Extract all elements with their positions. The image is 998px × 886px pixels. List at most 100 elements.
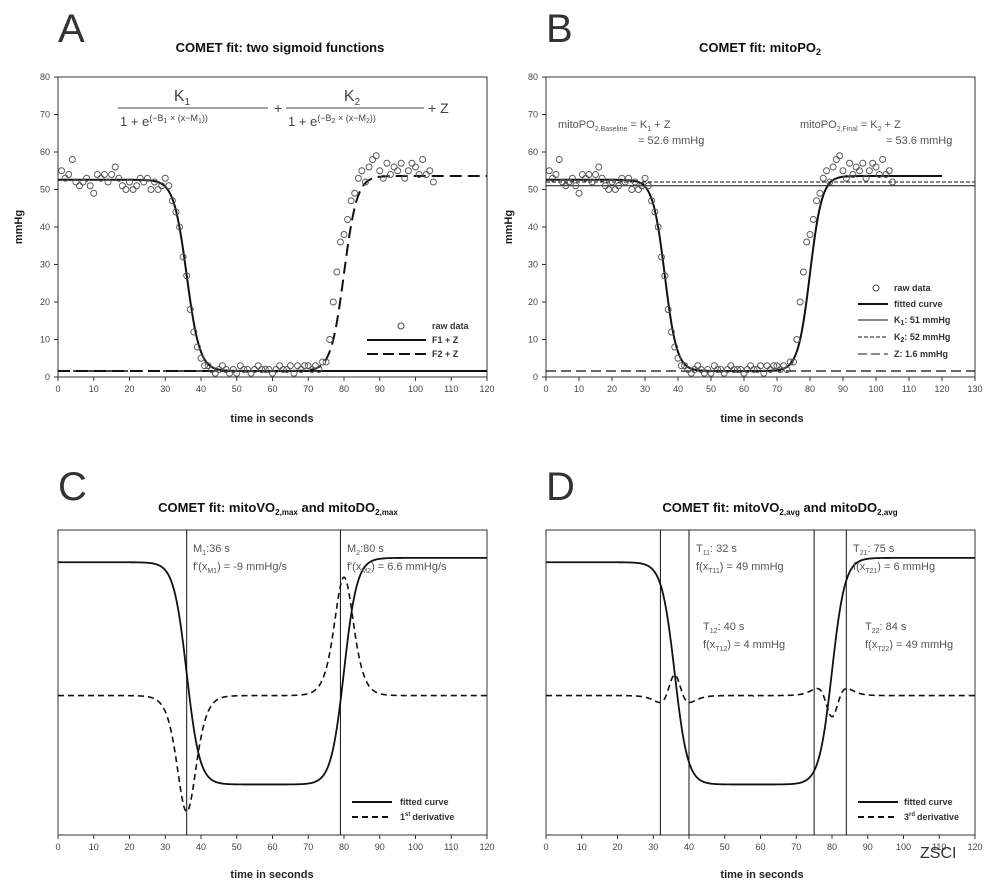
raw-data-point	[83, 174, 91, 182]
raw-data-point	[344, 216, 352, 223]
raw-data-point	[218, 362, 226, 370]
f1-curve	[58, 178, 487, 372]
raw-data-point	[390, 163, 398, 171]
raw-data-point	[839, 167, 847, 175]
annot-m1-slope: f'(xM1) = -9 mmHg/s	[193, 561, 288, 575]
panel-c-title: COMET fit: mitoVO2,max and mitoDO2,max	[158, 500, 398, 517]
y-tick-label: 60	[528, 147, 538, 157]
raw-data-point	[829, 163, 837, 171]
raw-data-point	[836, 152, 844, 160]
legend-derivative: 3rd derivative	[904, 812, 959, 822]
panel-d-frame	[545, 529, 976, 836]
raw-data-point	[265, 366, 273, 373]
legend-raw-data: raw data	[432, 321, 470, 331]
raw-data-point	[90, 189, 98, 197]
y-tick-label: 0	[533, 372, 538, 382]
x-tick-label: 110	[444, 842, 458, 852]
raw-data-point	[161, 174, 169, 182]
raw-data-point	[429, 178, 437, 186]
raw-data-point	[379, 174, 387, 182]
raw-data-point	[143, 174, 151, 182]
x-tick-label: 30	[160, 384, 170, 394]
x-tick-label: 60	[267, 842, 277, 852]
raw-data-point	[578, 171, 586, 178]
raw-data-point	[816, 189, 824, 197]
raw-data-point	[362, 178, 369, 186]
raw-data-point	[694, 362, 702, 370]
raw-data-point	[790, 358, 797, 366]
raw-data-point	[86, 182, 94, 190]
raw-data-point	[846, 159, 854, 167]
third-derivative-curve	[546, 673, 975, 718]
y-tick-label: 0	[45, 372, 50, 382]
raw-data-point	[297, 366, 305, 373]
legend-fitted-curve: fitted curve	[904, 797, 953, 807]
raw-data-point	[793, 336, 801, 343]
formula-k1: K1	[174, 88, 191, 108]
raw-data-point	[658, 253, 665, 261]
x-tick-label: 130	[967, 384, 982, 394]
legend-f2: F2 + Z	[432, 349, 459, 359]
raw-data-point	[710, 362, 718, 370]
raw-data-point	[572, 182, 580, 190]
raw-data-point	[823, 167, 830, 175]
raw-data-point	[714, 366, 722, 373]
x-tick-label: 80	[805, 384, 815, 394]
x-tick-label: 0	[55, 842, 60, 852]
annot-m2: M2:80 s	[347, 543, 384, 557]
raw-data-point	[555, 156, 563, 163]
raw-data-point	[322, 358, 330, 366]
x-tick-label: 70	[303, 384, 313, 394]
x-tick-label: 70	[772, 384, 782, 394]
x-tick-label: 10	[89, 842, 99, 852]
annot-baseline-eq: mitoPO2,Baseline = K1 + Z	[558, 119, 671, 133]
raw-data-point	[641, 174, 649, 182]
legend-fitted-curve: fitted curve	[400, 797, 449, 807]
x-tick-label: 20	[612, 842, 622, 852]
x-tick-label: 40	[684, 842, 694, 852]
raw-data-point	[671, 343, 679, 351]
x-tick-label: 120	[967, 842, 982, 852]
x-tick-label: 50	[706, 384, 716, 394]
x-tick-label: 0	[543, 842, 548, 852]
panel-a-letter: A	[58, 7, 85, 51]
raw-data-point	[608, 178, 616, 186]
panel-c-xlabel: time in seconds	[230, 869, 313, 881]
raw-data-point	[869, 159, 877, 167]
panel-d-title: COMET fit: mitoVO2,avg and mitoDO2,avg	[662, 500, 897, 517]
x-tick-label: 60	[267, 384, 277, 394]
raw-data-point	[654, 223, 662, 231]
fitted-curve	[546, 556, 975, 786]
annot-baseline-value: = 52.6 mmHg	[638, 135, 704, 147]
raw-data-point	[258, 366, 266, 373]
raw-data-point	[122, 186, 130, 193]
raw-data-point	[856, 167, 863, 175]
y-tick-label: 40	[528, 222, 538, 232]
raw-data-point	[301, 362, 309, 370]
raw-data-point	[118, 182, 126, 190]
raw-data-point	[426, 167, 434, 175]
raw-data-point	[351, 189, 359, 197]
raw-data-point	[687, 369, 695, 377]
raw-data-point	[315, 366, 323, 373]
formula-z: + Z	[428, 100, 449, 116]
panel-b-xlabel: time in seconds	[720, 413, 803, 425]
raw-data-point	[661, 272, 669, 280]
y-tick-label: 30	[40, 260, 50, 270]
raw-data-point	[65, 171, 73, 178]
raw-data-point	[730, 366, 738, 373]
raw-data-point	[147, 186, 155, 193]
x-tick-label: 20	[124, 842, 134, 852]
formula-den2: 1 + e(−B2 × (x−M2))	[288, 113, 376, 129]
raw-data-point	[179, 253, 187, 261]
raw-data-point	[283, 366, 291, 373]
raw-data-point	[61, 174, 69, 182]
raw-data-point	[279, 366, 287, 373]
y-tick-label: 50	[528, 185, 538, 195]
raw-data-point	[707, 369, 715, 377]
raw-data-point	[799, 268, 807, 276]
y-tick-label: 10	[40, 335, 50, 345]
raw-data-point	[387, 171, 394, 178]
x-tick-label: 50	[232, 842, 242, 852]
raw-data-point	[648, 197, 656, 205]
